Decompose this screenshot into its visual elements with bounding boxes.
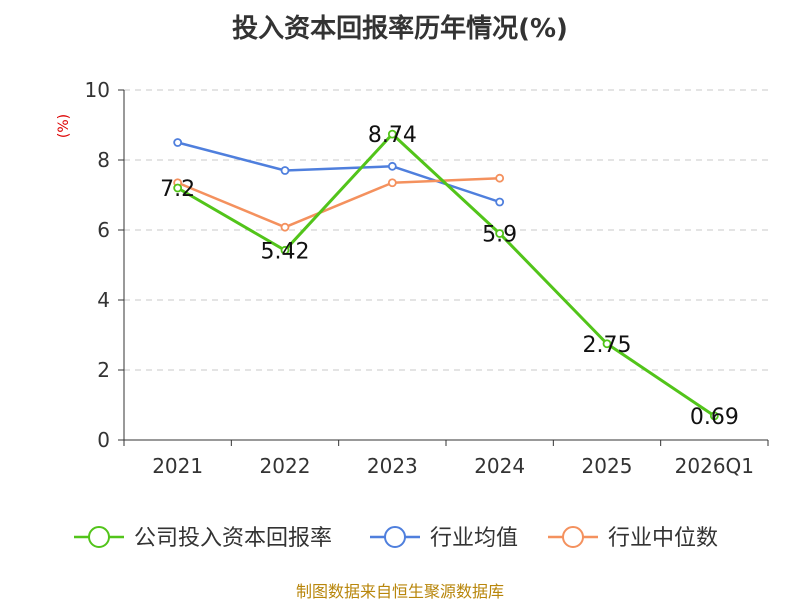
data-point [387,161,397,171]
y-tick-label: 2 [97,358,110,382]
data-point [387,129,397,139]
data-point [173,183,183,193]
x-tick-label: 2026Q1 [675,454,754,478]
x-tick-label: 2021 [152,454,203,478]
axes [118,89,769,446]
x-tick-label: 2023 [367,454,418,478]
x-tick-label: 2022 [260,454,311,478]
data-labels: 7.2 5.42 8.74 5.9 2.75 0.69 [160,123,739,430]
source-note: 制图数据来自恒生聚源数据库 [295,582,504,601]
data-label: 5.9 [482,223,517,248]
data-point [387,178,397,188]
data-point [602,339,612,349]
y-tick-label: 6 [97,218,110,242]
data-point [709,411,719,421]
data-label: 8.74 [368,123,417,148]
data-point [280,166,290,175]
data-label: 7.2 [160,177,195,202]
y-tick-label: 0 [97,428,110,452]
y-tick-labels: 0 2 4 6 8 10 [85,78,110,452]
data-point [173,138,183,147]
data-point [495,197,505,207]
data-point [280,245,290,255]
x-tick-label: 2025 [582,454,633,478]
data-label: 2.75 [583,333,632,358]
series-lines [173,129,719,421]
legend-label: 行业中位数 [608,526,718,551]
grid-lines [124,89,768,371]
x-tick-label: 2024 [474,454,525,478]
series-line [176,132,716,418]
y-axis-label: (%) [56,114,72,138]
legend: 公司投入资本回报率 行业均值 行业中位数 [74,526,718,551]
legend-label: 公司投入资本回报率 [134,526,332,551]
data-label: 0.69 [690,405,739,430]
chart-title: 投入资本回报率历年情况(%) [232,14,568,44]
data-point [280,222,290,232]
legend-marker [384,526,406,548]
legend-marker [562,526,584,548]
y-tick-label: 4 [97,288,110,312]
legend-label: 行业均值 [430,526,518,551]
data-point [495,229,505,238]
data-label: 5.42 [261,239,310,264]
x-tick-labels: 2021 2022 2023 2024 2025 2026Q1 [152,454,754,478]
series-line [177,176,500,229]
data-point [495,173,505,183]
y-tick-label: 8 [97,148,110,172]
y-tick-label: 10 [85,78,110,102]
legend-marker [88,526,110,548]
